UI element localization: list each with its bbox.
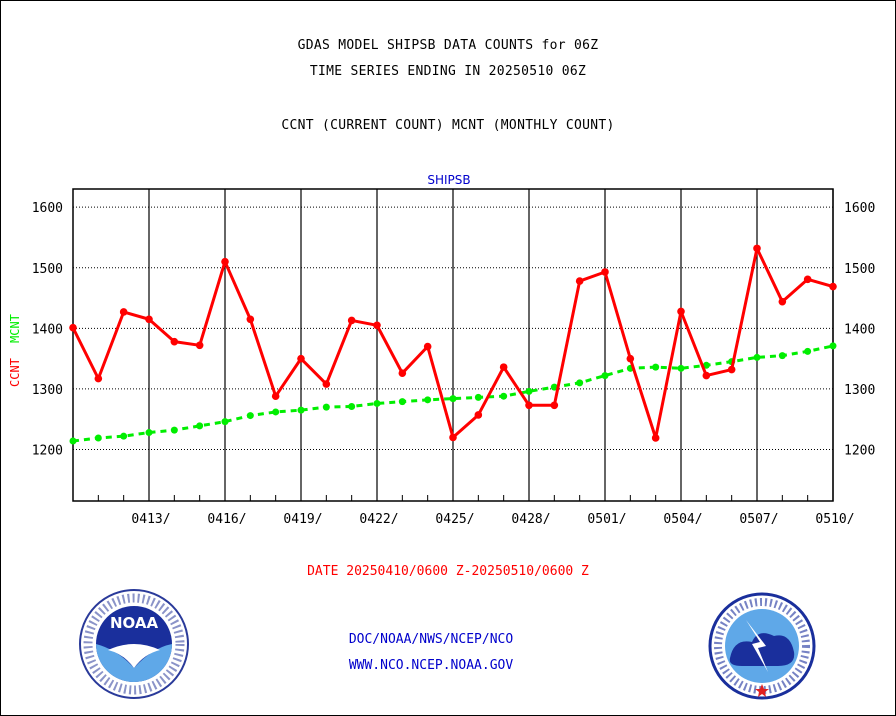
data-point-mcnt (550, 383, 558, 391)
data-point-ccnt (829, 282, 837, 291)
data-point-mcnt (348, 402, 356, 410)
noaa-logo-text: NOAA (110, 614, 159, 632)
x-tick-label: 0413/ (131, 512, 170, 527)
y-tick-label-left: 1600 (32, 201, 63, 216)
y-tick-label-left: 1500 (32, 262, 63, 277)
data-point-mcnt (170, 426, 178, 434)
date-range-label: DATE 20250410/0600 Z-20250510/0600 Z (307, 564, 589, 579)
data-point-mcnt (373, 399, 381, 407)
data-point-mcnt (702, 361, 710, 369)
x-tick-label: 0507/ (739, 512, 778, 527)
chart-title-line2: TIME SERIES ENDING IN 20250510 06Z (309, 64, 587, 79)
y-tick-label-right: 1300 (844, 383, 875, 398)
data-point-mcnt (576, 379, 584, 387)
data-point-ccnt (94, 374, 103, 383)
data-point-mcnt (474, 393, 482, 401)
credit-org-text: DOC/NOAA/NWS/NCEP/NCO (348, 632, 514, 647)
data-point-ccnt (449, 433, 457, 442)
data-point-ccnt (677, 307, 685, 316)
data-point-mcnt (525, 387, 533, 395)
x-tick-label: 0425/ (435, 512, 474, 527)
data-point-mcnt (804, 347, 812, 355)
data-point-ccnt (525, 401, 533, 410)
data-point-ccnt (347, 316, 356, 325)
data-point-ccnt (221, 257, 229, 266)
x-tick-label: 0416/ (207, 512, 246, 527)
data-point-mcnt (297, 406, 305, 414)
data-point-mcnt (829, 342, 837, 350)
x-tick-label: 0510/ (815, 512, 854, 527)
data-point-ccnt (499, 363, 508, 371)
data-point-mcnt (120, 432, 128, 440)
data-point-mcnt (500, 392, 508, 400)
y-axis-label-ccnt: CCNT (8, 358, 22, 387)
data-point-ccnt (195, 341, 204, 350)
data-point-ccnt (702, 371, 711, 380)
x-tick-label: 0504/ (663, 512, 702, 527)
y-tick-label-right: 1200 (844, 444, 875, 459)
data-point-ccnt (601, 268, 609, 276)
chart-title-line3: CCNT (CURRENT COUNT) MCNT (MONTHLY COUNT… (281, 118, 615, 133)
data-point-ccnt (803, 275, 812, 284)
data-point-mcnt (778, 352, 786, 360)
y-axis-label-mcnt: MCNT (8, 314, 22, 343)
data-point-ccnt (626, 354, 635, 363)
data-point-mcnt (753, 353, 761, 361)
data-point-ccnt (727, 365, 736, 374)
y-tick-label-left: 1200 (32, 444, 63, 459)
x-tick-label: 0428/ (511, 512, 550, 527)
data-point-mcnt (322, 403, 330, 411)
data-point-mcnt (449, 395, 457, 403)
data-point-ccnt (398, 369, 407, 377)
y-tick-label-right: 1500 (844, 262, 875, 277)
data-point-ccnt (69, 323, 77, 332)
data-point-ccnt (297, 354, 305, 363)
data-point-mcnt (652, 363, 660, 371)
data-point-ccnt (119, 308, 128, 316)
data-point-mcnt (601, 372, 609, 380)
y-tick-label-left: 1400 (32, 322, 63, 337)
data-point-mcnt (398, 398, 406, 406)
data-point-mcnt (677, 364, 685, 372)
data-point-ccnt (778, 297, 787, 306)
data-point-ccnt (651, 434, 660, 442)
data-point-mcnt (196, 422, 204, 430)
data-point-ccnt (423, 342, 432, 351)
x-tick-label: 0422/ (359, 512, 398, 527)
data-point-mcnt (424, 396, 432, 404)
nws-logo (708, 592, 816, 700)
panel-title: SHIPSB (427, 173, 470, 187)
y-tick-label-right: 1600 (844, 201, 875, 216)
data-point-mcnt (272, 408, 280, 416)
y-tick-label-right: 1400 (844, 322, 875, 337)
data-point-ccnt (373, 321, 381, 330)
data-point-mcnt (145, 429, 153, 437)
chart-title-line1: GDAS MODEL SHIPSB DATA COUNTS for 06Z (297, 38, 599, 53)
data-point-ccnt (474, 411, 483, 419)
data-point-ccnt (753, 244, 761, 253)
data-point-ccnt (170, 337, 179, 346)
data-point-mcnt (221, 418, 229, 426)
data-point-ccnt (550, 401, 559, 410)
credit-url-link[interactable]: WWW.NCO.NCEP.NOAA.GOV (348, 658, 514, 673)
data-point-mcnt (246, 412, 254, 420)
data-point-ccnt (271, 392, 280, 400)
data-point-ccnt (246, 315, 255, 324)
x-tick-label: 0419/ (283, 512, 322, 527)
y-tick-label-left: 1300 (32, 383, 63, 398)
noaa-logo: NOAA (79, 589, 189, 699)
data-point-ccnt (575, 277, 584, 285)
data-point-ccnt (145, 315, 153, 324)
data-point-ccnt (322, 380, 331, 388)
data-point-mcnt (94, 434, 102, 442)
data-point-mcnt (69, 437, 77, 445)
x-tick-label: 0501/ (587, 512, 626, 527)
